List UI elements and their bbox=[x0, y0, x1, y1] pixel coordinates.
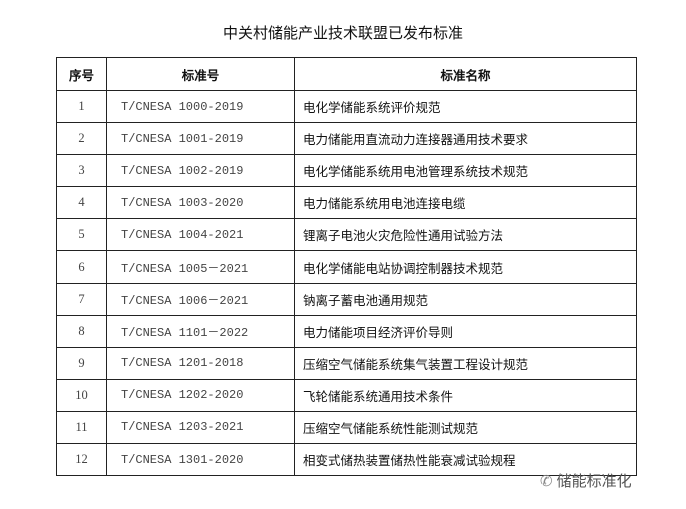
row-name: 电力储能系统用电池连接电缆 bbox=[294, 186, 637, 220]
row-code: T/CNESA 1003-2020 bbox=[106, 186, 295, 220]
row-code: T/CNESA 1101－2022 bbox=[106, 314, 295, 348]
row-code: T/CNESA 1001-2019 bbox=[106, 122, 295, 156]
page-title: 中关村储能产业技术联盟已发布标准 bbox=[222, 24, 463, 42]
table-row: 7 T/CNESA 1006－2021 钠离子蓄电池通用规范 bbox=[56, 282, 637, 316]
row-no: 10 bbox=[56, 378, 107, 412]
header-no: 序号 bbox=[56, 57, 107, 91]
wechat-icon: ✆ bbox=[540, 471, 553, 490]
watermark-text: 储能标准化 bbox=[556, 472, 632, 490]
row-name: 电化学储能电站协调控制器技术规范 bbox=[294, 250, 637, 284]
row-code: T/CNESA 1004-2021 bbox=[106, 218, 295, 252]
row-code: T/CNESA 1000-2019 bbox=[106, 89, 295, 124]
row-name: 压缩空气储能系统性能测试规范 bbox=[294, 410, 637, 445]
row-no: 11 bbox=[56, 410, 107, 445]
row-no: 8 bbox=[56, 314, 107, 348]
table-row: 2 T/CNESA 1001-2019 电力储能用直流动力连接器通用技术要求 bbox=[56, 122, 637, 156]
row-name: 锂离子电池火灾危险性通用试验方法 bbox=[294, 218, 637, 252]
row-no: 9 bbox=[56, 346, 107, 380]
row-name: 电力储能项目经济评价导则 bbox=[294, 314, 637, 348]
row-name: 相变式储热装置储热性能衰减试验规程 bbox=[294, 443, 637, 477]
row-no: 2 bbox=[56, 122, 107, 156]
table-row: 12 T/CNESA 1301-2020 相变式储热装置储热性能衰减试验规程 bbox=[56, 443, 637, 477]
row-no: 4 bbox=[56, 186, 107, 220]
table-row: 4 T/CNESA 1003-2020 电力储能系统用电池连接电缆 bbox=[56, 186, 637, 220]
header-name: 标准名称 bbox=[294, 57, 637, 91]
row-no: 12 bbox=[56, 443, 107, 477]
table-header-row: 序号 标准号 标准名称 bbox=[56, 57, 637, 91]
header-code: 标准号 bbox=[106, 57, 295, 91]
row-code: T/CNESA 1005－2021 bbox=[106, 250, 295, 284]
table-row: 11 T/CNESA 1203-2021 压缩空气储能系统性能测试规范 bbox=[56, 410, 637, 445]
row-code: T/CNESA 1202-2020 bbox=[106, 378, 295, 412]
row-code: T/CNESA 1301-2020 bbox=[106, 443, 295, 477]
table-row: 10 T/CNESA 1202-2020 飞轮储能系统通用技术条件 bbox=[56, 378, 637, 412]
table-row: 6 T/CNESA 1005－2021 电化学储能电站协调控制器技术规范 bbox=[56, 250, 637, 284]
watermark: ✆ 储能标准化 bbox=[540, 470, 632, 491]
row-no: 5 bbox=[56, 218, 107, 252]
row-name: 电力储能用直流动力连接器通用技术要求 bbox=[294, 122, 637, 156]
row-code: T/CNESA 1002-2019 bbox=[106, 154, 295, 188]
table-row: 5 T/CNESA 1004-2021 锂离子电池火灾危险性通用试验方法 bbox=[56, 218, 637, 252]
row-no: 6 bbox=[56, 250, 107, 284]
row-no: 3 bbox=[56, 154, 107, 188]
table-row: 8 T/CNESA 1101－2022 电力储能项目经济评价导则 bbox=[56, 314, 637, 348]
row-name: 钠离子蓄电池通用规范 bbox=[294, 282, 637, 316]
row-code: T/CNESA 1203-2021 bbox=[106, 410, 295, 445]
row-name: 电化学储能系统评价规范 bbox=[294, 89, 637, 124]
row-name: 电化学储能系统用电池管理系统技术规范 bbox=[294, 154, 637, 188]
row-name: 压缩空气储能系统集气装置工程设计规范 bbox=[294, 346, 637, 380]
table-row: 3 T/CNESA 1002-2019 电化学储能系统用电池管理系统技术规范 bbox=[56, 154, 637, 188]
standards-table: 序号 标准号 标准名称 1 T/CNESA 1000-2019 电化学储能系统评价规… bbox=[56, 57, 637, 477]
row-no: 1 bbox=[56, 89, 107, 124]
row-no: 7 bbox=[56, 282, 107, 316]
row-code: T/CNESA 1201-2018 bbox=[106, 346, 295, 380]
row-name: 飞轮储能系统通用技术条件 bbox=[294, 378, 637, 412]
table-row: 9 T/CNESA 1201-2018 压缩空气储能系统集气装置工程设计规范 bbox=[56, 346, 637, 380]
table-row: 1 T/CNESA 1000-2019 电化学储能系统评价规范 bbox=[56, 89, 637, 124]
row-code: T/CNESA 1006－2021 bbox=[106, 282, 295, 316]
